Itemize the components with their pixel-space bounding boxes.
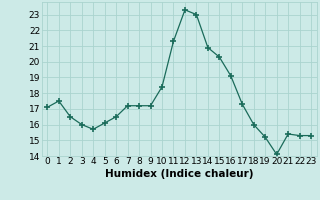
X-axis label: Humidex (Indice chaleur): Humidex (Indice chaleur)	[105, 169, 253, 179]
